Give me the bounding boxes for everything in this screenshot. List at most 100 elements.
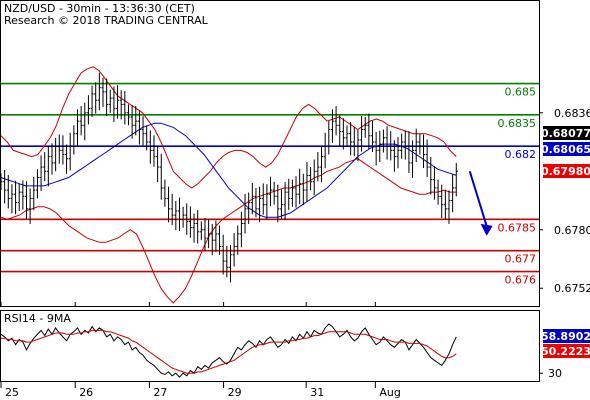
y-tick-label: 0.6752 [554, 282, 590, 295]
price-bar [145, 125, 149, 151]
price-bar [108, 89, 112, 113]
price-bar [163, 179, 167, 207]
price-bar [371, 120, 375, 153]
price-bar [443, 189, 447, 219]
price-bar [17, 183, 21, 211]
price-bar [46, 146, 50, 187]
price-bar [94, 82, 98, 114]
price-tag-last-price: 0.68077 [541, 126, 590, 140]
price-tag-label: 0.68077 [541, 127, 590, 140]
price-bar [6, 175, 10, 209]
price-bar [68, 132, 72, 171]
price-bar [79, 106, 83, 136]
price-bar [320, 146, 324, 183]
price-bar [210, 223, 214, 256]
level-label-support-0.6785: 0.6785 [498, 221, 537, 234]
price-bar [170, 193, 174, 226]
rsi-series-9ma [1, 329, 457, 374]
rsi-tag-label: 50.2223 [541, 345, 590, 358]
x-tick-label: 31 [310, 386, 324, 399]
price-bar [414, 128, 418, 163]
rsi-layer: 30 [0, 323, 562, 380]
price-bar [10, 184, 14, 214]
price-bar [188, 206, 192, 238]
price-bar [447, 190, 451, 224]
price-bar [86, 95, 90, 125]
moving-average-line [0, 122, 457, 218]
price-bar [137, 111, 141, 145]
price-bar [425, 139, 429, 178]
upper-band-line [0, 66, 457, 189]
price-bar [116, 85, 120, 119]
price-bar [298, 168, 302, 205]
price-bar [90, 85, 94, 117]
price-bar [396, 136, 400, 169]
price-bar [97, 72, 101, 111]
price-bar [174, 200, 178, 231]
price-bar [21, 180, 25, 210]
price-bar [39, 155, 43, 191]
price-layer: 0.685 0.6835 0.682 0.6785 0.677 0.676 0.6836 0.… [0, 66, 590, 304]
price-bar [389, 131, 393, 161]
price-bar [258, 186, 262, 223]
rsi-tick-label: 30 [548, 367, 562, 380]
price-bar [381, 129, 385, 153]
price-bar [123, 91, 127, 125]
price-bar [309, 167, 313, 191]
lower-band-line [0, 158, 457, 304]
price-bar [185, 203, 189, 235]
price-bar [269, 176, 273, 206]
price-bar [199, 221, 203, 241]
price-bar [301, 173, 305, 206]
price-bar [130, 105, 134, 139]
price-bar [181, 206, 185, 228]
level-label-pivot-0.682: 0.682 [505, 148, 537, 161]
chart-subtitle: Research © 2018 TRADING CENTRAL [4, 14, 209, 27]
price-bar [196, 210, 200, 244]
price-bar [43, 152, 47, 182]
rsi-panel-frame [0, 310, 540, 382]
price-bar [367, 113, 371, 150]
price-bar [72, 125, 76, 155]
price-bar [363, 116, 367, 138]
x-axis: 25 26 27 29 31 Aug [0, 302, 401, 399]
level-label-resistance-0.6835: 0.6835 [498, 117, 537, 130]
price-bar [57, 134, 61, 164]
level-label-support-0.677: 0.677 [505, 253, 537, 266]
price-bar [65, 144, 69, 174]
price-bar [403, 130, 407, 160]
price-bar [290, 179, 294, 207]
price-bar [119, 90, 123, 120]
price-bar [152, 135, 156, 167]
price-bar [334, 106, 338, 136]
price-tag-label: 0.68065 [541, 143, 590, 156]
rsi-tag-label: 58.8902 [541, 330, 590, 343]
price-bar [225, 246, 229, 278]
rsi-panel-title: RSI14 - 9MA [4, 312, 71, 325]
price-bar [112, 86, 116, 122]
price-bar [167, 186, 171, 223]
price-bar [432, 166, 436, 200]
price-bar [236, 225, 240, 255]
price-bar [287, 178, 291, 211]
price-bar [374, 131, 378, 166]
level-label-resistance-0.685: 0.685 [505, 86, 537, 99]
x-tick-label: 27 [153, 386, 167, 399]
price-bar [392, 140, 396, 172]
y-tick-label: 0.6836 [554, 107, 590, 120]
price-bar [440, 184, 444, 219]
price-bars [0, 72, 458, 283]
price-bar [385, 126, 389, 160]
price-bar [54, 137, 58, 172]
price-bar [338, 115, 342, 147]
price-bar [14, 180, 18, 215]
price-bar [105, 78, 109, 117]
price-bar [24, 181, 28, 219]
price-bar [356, 129, 360, 162]
price-bar [61, 135, 65, 165]
price-bar [232, 233, 236, 267]
price-bar [177, 197, 181, 232]
price-bar [243, 193, 247, 234]
price-bar [276, 184, 280, 223]
price-bar [378, 130, 382, 163]
